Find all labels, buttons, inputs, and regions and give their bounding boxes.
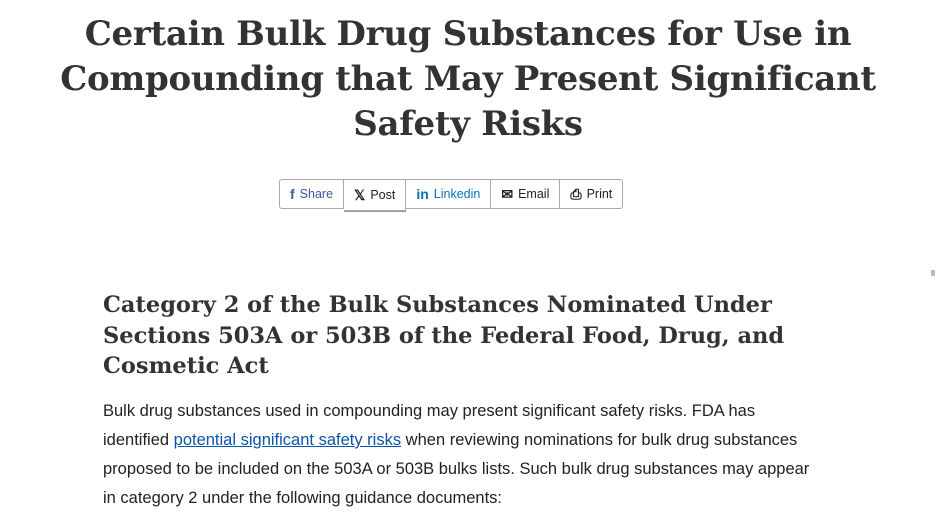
email-share-label: Email [518, 187, 550, 201]
printer-icon: ⎙ [570, 185, 582, 202]
email-share-button[interactable]: ✉ Email [491, 179, 561, 209]
section-heading: Category 2 of the Bulk Substances Nomina… [103, 292, 785, 379]
facebook-share-button[interactable]: f Share [279, 179, 345, 209]
linkedin-share-label: Linkedin [433, 187, 481, 201]
print-button[interactable]: ⎙ Print [560, 179, 624, 209]
facebook-share-label: Share [299, 187, 334, 201]
paragraph-text-start: Bulk drug substances used in compounding… [103, 402, 756, 449]
share-toolbar: f Share 𝕏 Post in Linkedin ✉ Email ⎙ Pri… [279, 179, 624, 211]
x-post-label: Post [370, 188, 396, 202]
x-post-button[interactable]: 𝕏 Post [344, 179, 407, 211]
x-icon: 𝕏 [354, 186, 366, 203]
linkedin-icon: in [416, 186, 429, 202]
facebook-icon: f [290, 186, 295, 202]
linkedin-share-button[interactable]: in Linkedin [406, 179, 492, 209]
paragraph-text-end: when reviewing nominations for bulk drug… [103, 431, 810, 507]
page-title: Certain Bulk Drug Substances for Use in … [60, 14, 876, 144]
print-label: Print [586, 187, 613, 201]
intro-paragraph: Bulk drug substances used in compounding… [103, 397, 823, 513]
safety-risks-link[interactable]: potential significant safety risks [173, 431, 402, 449]
scroll-marker [931, 270, 935, 276]
envelope-icon: ✉ [501, 185, 514, 202]
